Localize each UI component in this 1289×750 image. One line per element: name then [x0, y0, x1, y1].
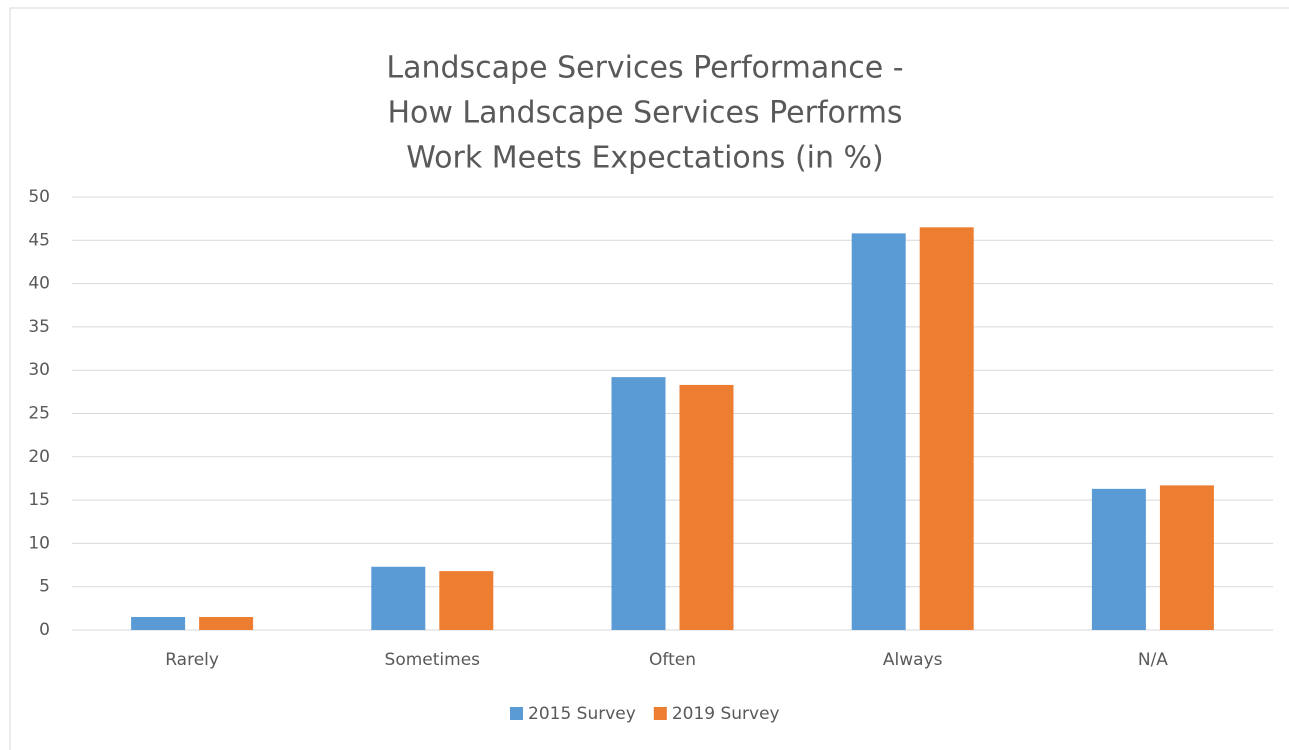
y-tick-label: 15: [28, 490, 50, 510]
y-tick-label: 35: [28, 317, 50, 337]
y-tick-label: 50: [28, 187, 50, 207]
bar: [131, 617, 186, 630]
y-tick-label: 25: [28, 404, 50, 424]
y-tick-label: 10: [28, 533, 50, 553]
bar: [851, 233, 906, 630]
x-tick-label: Rarely: [165, 650, 219, 670]
y-tick-label: 20: [28, 447, 50, 467]
y-tick-label: 30: [28, 360, 50, 380]
bar: [371, 566, 426, 630]
bar: [1091, 488, 1146, 630]
legend-swatch: [653, 707, 667, 720]
legend-label: 2015 Survey: [528, 704, 636, 724]
bar: [1159, 485, 1214, 630]
bar: [679, 384, 734, 630]
y-tick-label: 5: [39, 577, 50, 597]
x-tick-label: Often: [649, 650, 696, 670]
bar: [611, 377, 666, 630]
x-tick-label: Sometimes: [385, 650, 481, 670]
bar: [199, 617, 254, 630]
legend-swatch: [510, 707, 523, 720]
bar: [919, 227, 974, 630]
chart-title: Landscape Services Performance -: [386, 51, 903, 86]
x-tick-label: Always: [883, 650, 943, 670]
x-tick-label: N/A: [1138, 650, 1168, 670]
chart-title: Work Meets Expectations (in %): [406, 141, 884, 176]
chart-title: How Landscape Services Performs: [387, 96, 902, 131]
y-tick-label: 40: [28, 274, 50, 294]
y-tick-label: 0: [39, 620, 50, 640]
legend-label: 2019 Survey: [672, 704, 780, 724]
bar: [439, 571, 494, 630]
y-tick-label: 45: [28, 230, 50, 250]
